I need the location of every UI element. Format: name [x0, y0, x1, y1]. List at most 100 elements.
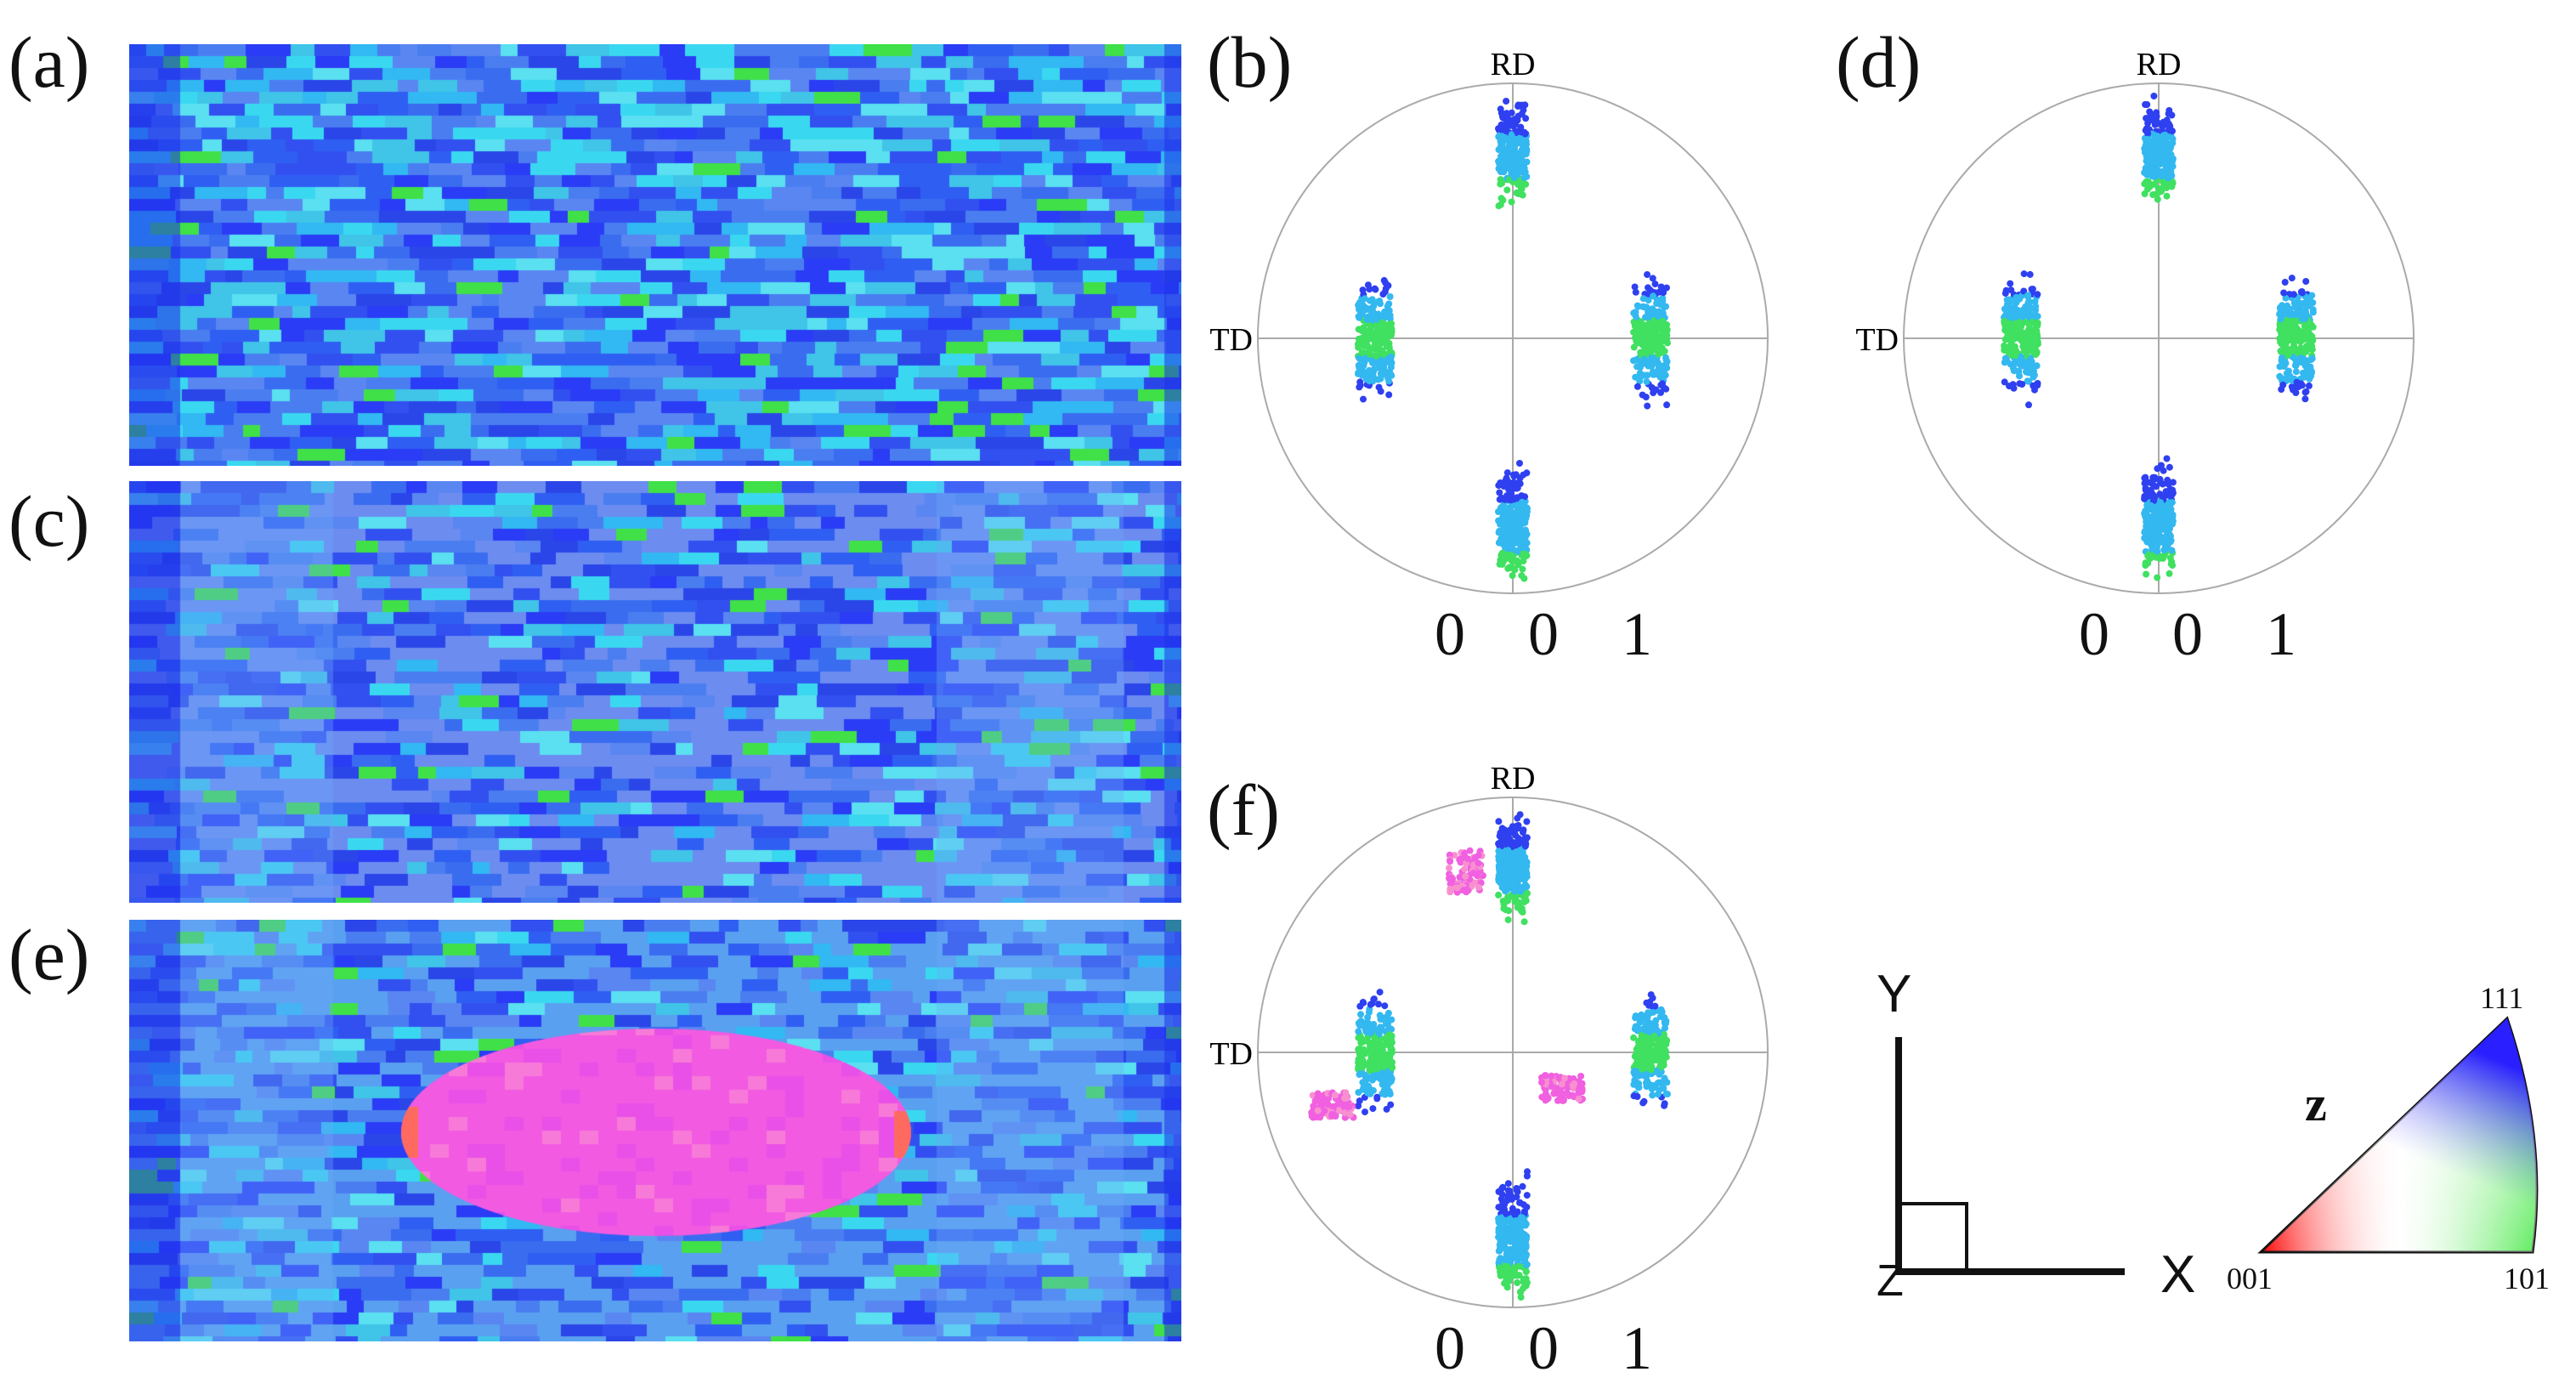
pole-point	[1648, 326, 1656, 333]
pole-point	[2276, 326, 2284, 333]
pole-point	[1369, 1086, 1377, 1094]
pole-point	[2166, 503, 2174, 511]
pole-point	[1511, 512, 1519, 519]
pole-point	[1509, 869, 1516, 876]
pole-figure-f: RD TD	[1207, 748, 1802, 1360]
pole-point	[2153, 112, 2160, 120]
pole-point-grain	[1552, 1088, 1560, 1096]
pole-point	[1663, 284, 1670, 292]
pole-point	[1497, 168, 1504, 176]
pole-point	[1662, 1020, 1669, 1027]
pole-point	[1630, 1092, 1638, 1100]
pole-point	[1367, 328, 1375, 336]
orientation-map-e	[129, 920, 1181, 1341]
pole-point	[1378, 1056, 1385, 1063]
pole-point	[2001, 378, 2008, 386]
pole-point	[2026, 329, 2034, 337]
pole-point	[1647, 991, 1655, 999]
pole-point	[1514, 1279, 1521, 1286]
pole-point	[1507, 496, 1514, 504]
pole-point	[1359, 1038, 1367, 1046]
pole-point-grain	[1466, 847, 1474, 854]
pole-point	[2027, 364, 2035, 371]
pole-point	[2300, 332, 2307, 339]
pole-point	[1497, 856, 1504, 863]
pole-point	[1500, 160, 1508, 167]
pole-point	[2020, 343, 2028, 350]
pole-point	[2030, 371, 2038, 379]
pole-point	[1386, 293, 1394, 300]
pole-point	[2280, 289, 2288, 297]
pole-point	[1519, 909, 1526, 916]
pole-point	[1520, 558, 1527, 565]
pole-point-grain	[1345, 1103, 1353, 1110]
pole-figure-d-td-label: TD	[1855, 322, 1899, 358]
pole-point	[1503, 1210, 1510, 1217]
pole-point	[1630, 309, 1638, 317]
pole-point	[2288, 275, 2296, 282]
pole-point	[1356, 1056, 1363, 1063]
pole-point	[1509, 523, 1517, 530]
pole-point	[2027, 304, 2035, 312]
pole-point	[2001, 290, 2009, 298]
pole-point	[2307, 363, 2314, 371]
pole-point	[2003, 327, 2011, 335]
orientation-map-c	[129, 481, 1181, 903]
pole-point	[1501, 838, 1509, 846]
pole-point	[1503, 504, 1510, 512]
pole-point	[2150, 496, 2157, 504]
pole-point	[1508, 556, 1515, 564]
pole-point	[1511, 1250, 1519, 1257]
pole-point	[1520, 826, 1527, 834]
pole-point	[2144, 130, 2152, 137]
ipf-legend-svg: z 111 001 101	[2227, 981, 2550, 1295]
pole-point	[1500, 904, 1508, 912]
pole-point-grain	[1461, 850, 1469, 858]
x-axis-label: X	[2160, 1245, 2195, 1304]
pole-point	[1495, 1217, 1503, 1225]
pole-point	[2004, 297, 2012, 304]
pole-point	[1509, 854, 1516, 862]
pole-point	[1501, 1265, 1509, 1273]
pole-figure-d: RD TD	[1853, 34, 2448, 646]
pole-point	[1497, 552, 1505, 559]
pole-point	[1497, 195, 1505, 202]
pole-point	[2162, 524, 2170, 532]
pole-point	[2164, 170, 2171, 178]
pole-point	[2143, 101, 2151, 108]
pole-point	[1495, 891, 1503, 899]
pole-point	[1521, 1237, 1529, 1244]
pole-point	[1523, 469, 1531, 477]
pole-point-grain	[1342, 1089, 1350, 1097]
pole-point	[1633, 337, 1640, 345]
pole-point	[2007, 280, 2014, 287]
pole-point	[2295, 349, 2302, 356]
pole-point	[1368, 1076, 1376, 1084]
pole-point	[1510, 1264, 1518, 1272]
pole-point	[2166, 530, 2173, 538]
pole-point-grain	[1461, 865, 1469, 873]
pole-point	[1497, 494, 1505, 502]
pole-point-grain	[1341, 1109, 1349, 1117]
pole-point	[1508, 164, 1515, 172]
pole-point	[1514, 835, 1522, 842]
pole-point	[1640, 335, 1648, 343]
pole-point-grain	[1542, 1072, 1549, 1080]
pole-point	[1502, 853, 1509, 860]
pole-point	[2151, 132, 2159, 139]
pole-point	[2012, 352, 2019, 359]
pole-point	[2150, 93, 2158, 99]
panel-label-e: (e)	[8, 914, 90, 995]
pole-point	[1497, 535, 1505, 542]
pole-point	[2149, 153, 2156, 161]
coordinate-axes: Y X Z	[1844, 944, 2201, 1318]
pole-point	[2166, 148, 2173, 155]
pole-point	[2297, 288, 2305, 296]
pole-point	[1509, 823, 1516, 831]
pole-point	[2149, 490, 2156, 498]
pole-point	[2001, 320, 2009, 328]
pole-point	[1639, 1025, 1647, 1033]
pole-point	[1365, 1009, 1373, 1016]
pole-point	[2163, 455, 2171, 462]
pole-figure-b: RD TD	[1207, 34, 1802, 646]
